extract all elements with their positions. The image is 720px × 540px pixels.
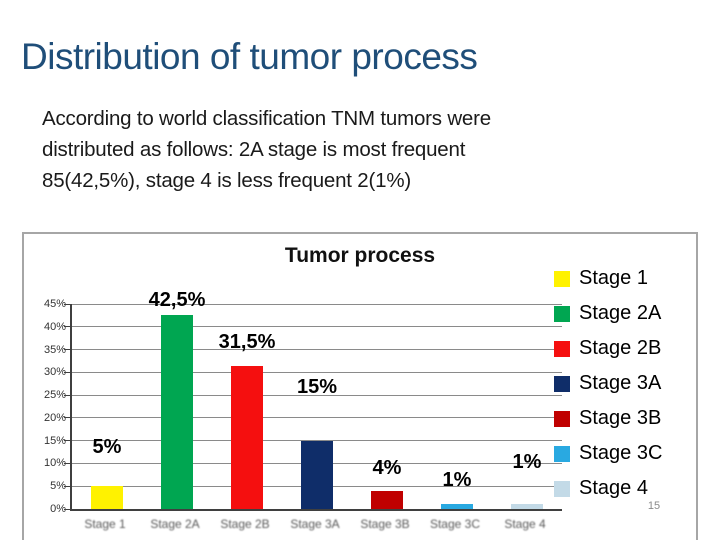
- x-tick-label: Stage 3A: [290, 517, 340, 531]
- axis-tick: [64, 508, 70, 510]
- x-tick-label: Stage 3C: [429, 517, 481, 531]
- bar: [231, 365, 263, 509]
- gridline: [72, 440, 562, 442]
- bar-value-label: 31,5%: [218, 330, 276, 353]
- bar-value-label: 5%: [92, 436, 122, 459]
- plot-area: 5% 42,5% 31,5% 15% 4% 1% 1%: [64, 289, 562, 511]
- legend-label: Stage 1: [579, 267, 648, 289]
- legend-label: Stage 3C: [579, 442, 663, 464]
- axis-tick: [64, 303, 70, 305]
- legend-swatch: [554, 445, 570, 462]
- y-tick-label: 45%: [43, 298, 66, 310]
- bar-value-label: 15%: [296, 375, 338, 398]
- axis-tick: [64, 394, 70, 396]
- axis-tick: [64, 326, 70, 328]
- page-number: 15: [647, 500, 661, 512]
- bar: [301, 440, 333, 509]
- axis-tick: [64, 349, 70, 351]
- legend-item: Stage 4: [554, 471, 648, 506]
- gridline: [72, 417, 562, 419]
- y-tick-label: 25%: [43, 389, 66, 402]
- y-tick-label: 10%: [43, 457, 66, 470]
- axis-tick: [64, 417, 70, 419]
- y-tick-label: 15%: [43, 434, 66, 447]
- x-tick-label: Stage 2B: [220, 517, 270, 531]
- y-tick-label: 30%: [43, 366, 66, 379]
- y-tick-label: 0%: [50, 503, 66, 515]
- gridline: [72, 371, 562, 373]
- x-tick-label: Stage 4: [504, 517, 546, 531]
- bar: [161, 315, 193, 509]
- axis-tick: [64, 485, 70, 487]
- y-tick-label: 5%: [50, 480, 66, 493]
- bar-value-label: 4%: [372, 456, 402, 479]
- y-tick-label: 35%: [43, 343, 66, 356]
- chart-title: Tumor process: [284, 244, 436, 267]
- legend-swatch: [554, 480, 570, 497]
- axis-tick: [64, 440, 70, 442]
- legend-swatch: [554, 410, 570, 427]
- y-axis: 45% 40% 35% 30% 25% 20% 15% 10% 5% 0%: [24, 298, 68, 515]
- legend-item: Stage 3A: [554, 366, 661, 401]
- legend-swatch: [554, 305, 570, 322]
- x-tick-label: Stage 3B: [360, 517, 410, 531]
- bar-value-label: 42,5%: [148, 289, 206, 312]
- legend-label: Stage 2A: [579, 302, 662, 324]
- legend-item: Stage 2B: [554, 331, 661, 366]
- legend-swatch: [554, 375, 570, 392]
- gridline: [72, 326, 562, 328]
- x-tick-label: Stage 1: [84, 517, 126, 531]
- legend-item: Stage 3B: [554, 401, 661, 436]
- legend-swatch: [554, 270, 570, 287]
- legend-label: Stage 3A: [579, 372, 662, 394]
- x-axis: Stage 1 Stage 2A Stage 2B Stage 3A Stage 3B S…: [70, 515, 560, 540]
- legend-swatch: [554, 340, 570, 357]
- bar: [91, 486, 123, 509]
- gridline: [72, 394, 562, 396]
- legend-label: Stage 3B: [579, 407, 662, 429]
- legend-item: Stage 1: [554, 261, 648, 296]
- bar-value-label: 1%: [512, 451, 542, 474]
- bar: [371, 490, 403, 509]
- legend-item: Stage 3C: [554, 436, 662, 471]
- slide-title: Distribution of tumor process: [21, 36, 478, 77]
- gridline: [72, 303, 562, 305]
- legend-label: Stage 4: [579, 477, 648, 499]
- bar-value-label: 1%: [442, 469, 472, 492]
- legend-item: Stage 2A: [554, 296, 661, 331]
- y-tick-label: 40%: [43, 320, 66, 333]
- legend-label: Stage 2B: [579, 337, 662, 359]
- chart-container: Tumor process 45% 40% 35% 30% 25% 20% 15% 10% 5%…: [22, 232, 698, 540]
- axis-tick: [64, 371, 70, 373]
- x-tick-label: Stage 2A: [150, 517, 200, 531]
- slide-body-text: According to world classification TNM tu…: [42, 107, 491, 192]
- bar: [441, 504, 473, 509]
- y-tick-label: 20%: [43, 411, 66, 424]
- axis-tick: [64, 462, 70, 464]
- bar: [511, 504, 543, 509]
- gridline: [72, 349, 562, 351]
